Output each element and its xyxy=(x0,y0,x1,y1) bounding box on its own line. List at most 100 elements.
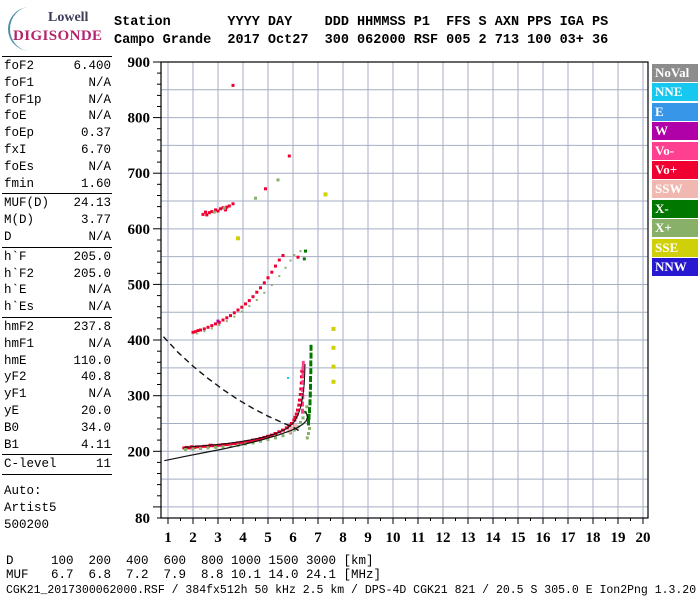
param-row-hf: h`F 205.0 xyxy=(2,249,112,266)
param-value: N/A xyxy=(88,300,111,315)
legend-item-ssw: SSW xyxy=(652,180,698,199)
station-code: 500200 xyxy=(4,518,50,532)
series-spread-echoes-x+ xyxy=(212,178,280,214)
curve-artist-trace-fit xyxy=(184,363,306,448)
param-value: N/A xyxy=(88,229,111,244)
logo-text-digisonde: DIGISONDE xyxy=(13,28,103,44)
param-label: fxI xyxy=(4,142,27,157)
param-label: foEs xyxy=(4,159,35,174)
param-group: MUF(D) 24.13 M(D) 3.77 D N/A xyxy=(2,194,112,248)
x-tick-label: 8 xyxy=(339,530,347,546)
param-row-hes: h`Es N/A xyxy=(2,299,112,316)
series-nne-echo xyxy=(287,376,289,379)
param-label: foE xyxy=(4,109,27,124)
param-label: hmF2 xyxy=(4,319,35,334)
param-row-hmf1: hmF1 N/A xyxy=(2,336,112,353)
param-value: 110.0 xyxy=(73,353,111,368)
x-tick-label: 10 xyxy=(386,530,401,546)
y-tick-label: 300 xyxy=(128,389,151,405)
param-row-yf1: yF1 N/A xyxy=(2,386,112,403)
x-tick-label: 12 xyxy=(436,530,451,546)
param-value: N/A xyxy=(88,92,111,107)
param-value: N/A xyxy=(88,159,111,174)
file-info-row: CGK21_2017300062000.RSF / 384fx512h 50 k… xyxy=(6,584,697,597)
param-label: h`E xyxy=(4,283,27,298)
param-row-d: D N/A xyxy=(2,229,112,246)
x-tick-label: 20 xyxy=(636,530,651,546)
series-second-hop-x xyxy=(195,250,302,335)
param-value: 20.0 xyxy=(80,403,111,418)
param-group: foF2 6.400 foF1 N/A foF1p N/A foE N/A foEp 0.37 fx… xyxy=(2,57,112,195)
series-sse-echoes xyxy=(236,192,336,384)
param-label: yF1 xyxy=(4,387,27,402)
x-tick-label: 2 xyxy=(189,530,197,546)
param-row-fof2: foF2 6.400 xyxy=(2,58,112,75)
param-value: N/A xyxy=(88,336,111,351)
autoscaling-info: Auto: Artist5 500200 xyxy=(4,483,57,534)
lowell-digisonde-logo: Lowell DIGISONDE xyxy=(4,3,112,53)
legend-item-vo+: Vo+ xyxy=(652,160,698,179)
param-group: C-level 11 xyxy=(2,455,112,476)
axis-ticks xyxy=(153,61,644,524)
param-row-clevel: C-level 11 xyxy=(2,456,112,473)
legend-item-w: W xyxy=(652,122,698,141)
param-label: fmin xyxy=(4,176,35,191)
param-value: 6.70 xyxy=(80,142,111,157)
param-row-fof1: foF1 N/A xyxy=(2,75,112,92)
param-label: hmF1 xyxy=(4,336,35,351)
param-label: foF2 xyxy=(4,59,35,73)
legend-item-x-: X- xyxy=(652,199,698,218)
param-value: 0.37 xyxy=(80,126,111,141)
param-label: h`F xyxy=(4,249,27,264)
muf-distance-row: D 100 200 400 600 800 1000 1500 3000 [km… xyxy=(6,554,374,568)
param-label: foEp xyxy=(4,126,35,141)
x-tick-label: 3 xyxy=(214,530,222,546)
param-value: N/A xyxy=(88,283,111,298)
param-value: 205.0 xyxy=(73,249,111,264)
param-row-foe: foE N/A xyxy=(2,108,112,125)
param-value: 1.60 xyxy=(80,176,111,191)
x-tick-label: 7 xyxy=(314,530,322,546)
series-spread-echoes-x- xyxy=(302,249,307,261)
param-row-mufd: MUF(D) 24.13 xyxy=(2,195,112,212)
param-label: B0 xyxy=(4,420,20,435)
parameter-panel: foF2 6.400 foF1 N/A foF1p N/A foE N/A foEp 0.37 fx… xyxy=(2,56,112,476)
x-tick-label: 14 xyxy=(486,530,502,546)
y-tick-label: 600 xyxy=(128,222,151,238)
legend-item-x+: X+ xyxy=(652,219,698,238)
muf-frequency-row: MUF 6.7 6.8 7.2 7.9 8.8 10.1 14.0 24.1 [… xyxy=(6,568,382,582)
param-value: 4.11 xyxy=(80,437,111,452)
param-value: 205.0 xyxy=(73,266,111,281)
param-row-hmf2: hmF2 237.8 xyxy=(2,319,112,336)
doppler-legend: NoVal NNE E W Vo- Vo+ SSW X- X+ SSE NNW xyxy=(652,64,698,277)
legend-item-e: E xyxy=(652,102,698,121)
param-label: B1 xyxy=(4,437,20,452)
param-group: hmF2 237.8 hmF1 N/A hmE 110.0 yF2 40.8 yF1 N/A yE 2… xyxy=(2,318,112,456)
x-tick-label: 4 xyxy=(239,530,247,546)
plot-grid xyxy=(161,62,648,518)
param-row-fxi: fxI 6.70 xyxy=(2,142,112,159)
x-tick-label: 13 xyxy=(461,530,476,546)
legend-item-nne: NNE xyxy=(652,83,698,102)
param-row-hf2: h`F2 205.0 xyxy=(2,266,112,283)
param-value: N/A xyxy=(88,75,111,90)
y-tick-label: 400 xyxy=(128,333,151,349)
param-value: 40.8 xyxy=(80,370,111,385)
param-value: N/A xyxy=(88,387,111,402)
x-tick-label: 17 xyxy=(561,530,577,546)
x-tick-label: 16 xyxy=(536,530,552,546)
param-row-b1: B1 4.11 xyxy=(2,437,112,454)
param-value: 11 xyxy=(95,457,111,472)
param-value: 24.13 xyxy=(73,196,111,211)
param-row-md: M(D) 3.77 xyxy=(2,212,112,229)
header-field-names: Station YYYY DAY DDD HHMMSS P1 FFS S AXN… xyxy=(114,15,609,30)
y-tick-label: 80 xyxy=(135,511,150,527)
y-tick-label: 900 xyxy=(128,55,151,71)
param-row-he: h`E N/A xyxy=(2,282,112,299)
param-value: 6.400 xyxy=(73,59,111,73)
x-tick-label: 11 xyxy=(411,530,425,546)
series-w-echo xyxy=(216,319,220,323)
legend-item-sse: SSE xyxy=(652,238,698,257)
param-row-foes: foEs N/A xyxy=(2,159,112,176)
